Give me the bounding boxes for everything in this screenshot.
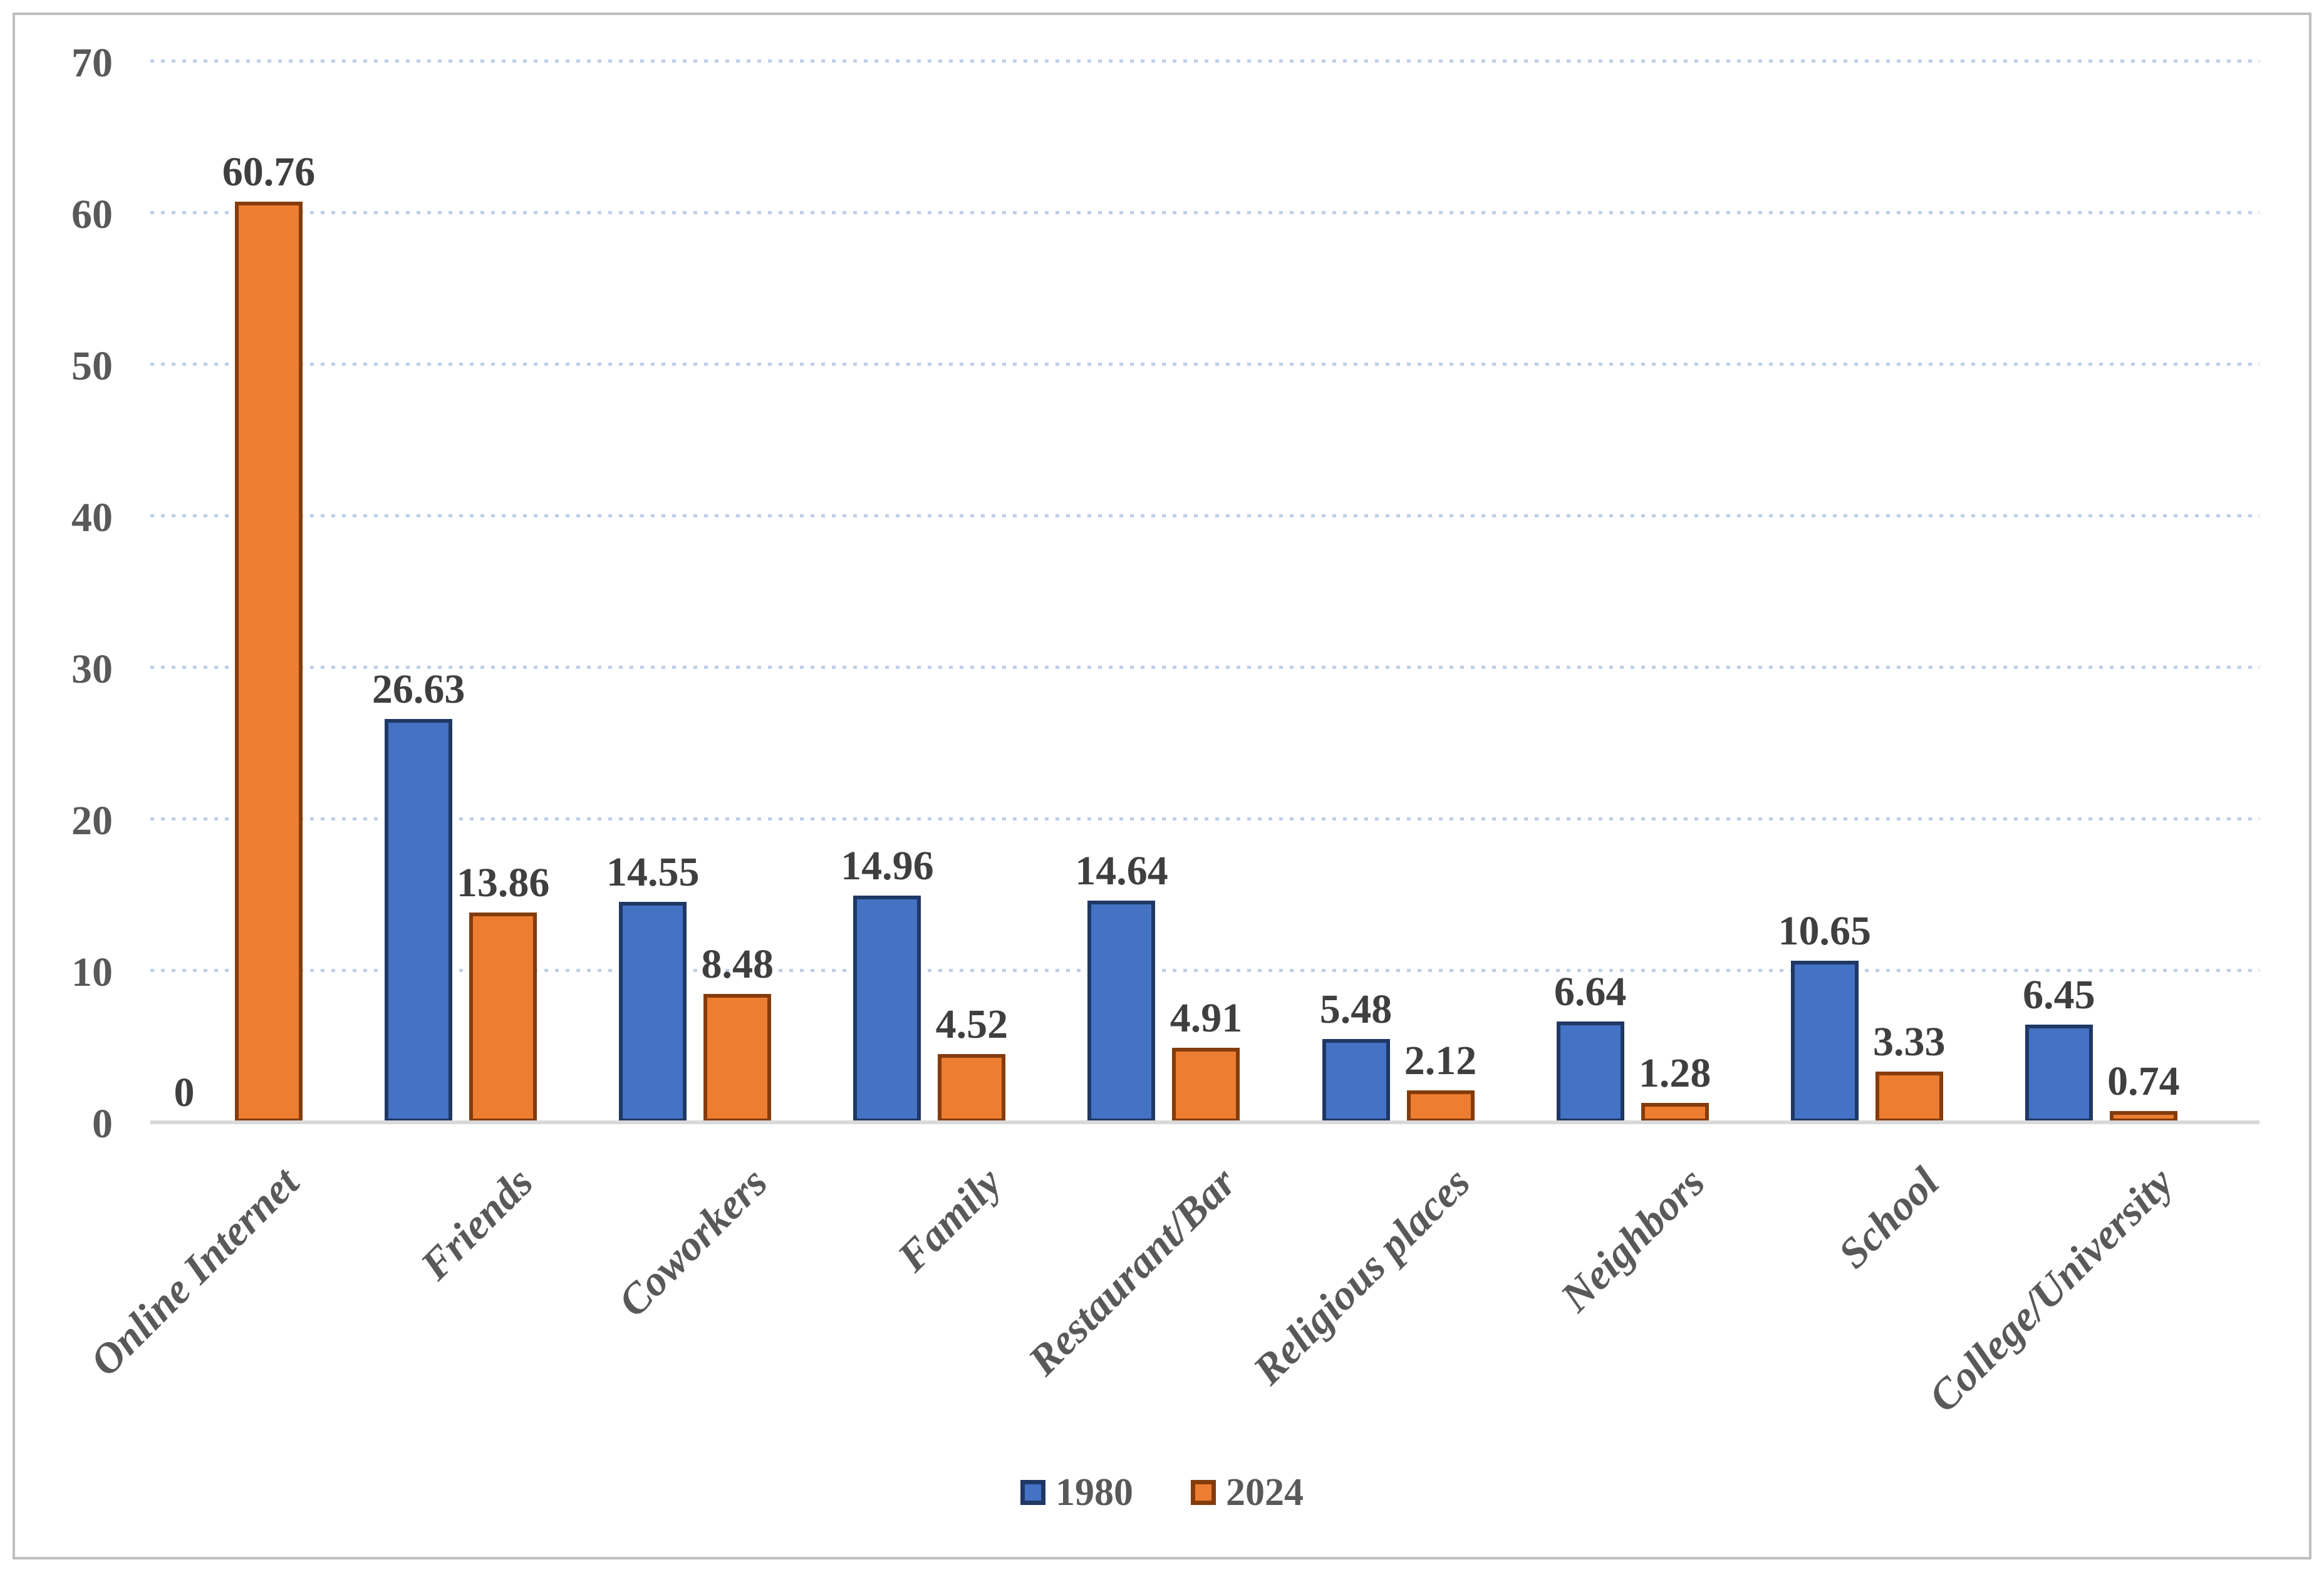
category-group-college-university: 6.45 0.74	[2023, 61, 2259, 1122]
bar-2024-friends	[469, 913, 537, 1122]
y-tick-50: 50	[71, 343, 113, 389]
y-tick-60: 60	[71, 192, 113, 237]
bar-2024-school	[1875, 1072, 1943, 1122]
bar-1980-school	[1790, 961, 1859, 1122]
bar-2024-online-internet	[235, 202, 303, 1122]
bar-1980-restaurant-bar	[1087, 901, 1156, 1122]
value-label-1980-religious-places: 5.48	[1319, 986, 1393, 1032]
category-group-family: 14.96 4.52	[841, 61, 1087, 1122]
value-label-2024-college-university: 0.74	[2107, 1058, 2180, 1104]
y-tick-40: 40	[71, 495, 113, 540]
gridline-20	[150, 817, 2259, 820]
bar-2024-restaurant-bar	[1172, 1048, 1240, 1122]
bar-1980-religious-places	[1322, 1039, 1390, 1122]
y-tick-10: 10	[71, 949, 113, 995]
value-label-1980-online-internet: 0	[174, 1070, 195, 1115]
category-group-online-internet: 0 60.76	[150, 61, 385, 1122]
gridline-60	[150, 211, 2259, 214]
bar-1980-neighbors	[1556, 1021, 1624, 1122]
gridline-30	[150, 666, 2259, 669]
gridline-10	[150, 969, 2259, 972]
category-group-neighbors: 6.64 1.28	[1554, 61, 1791, 1122]
value-label-2024-school: 3.33	[1873, 1019, 1946, 1065]
bar-1980-coworkers	[619, 902, 687, 1122]
bar-2024-neighbors	[1641, 1103, 1709, 1122]
value-label-2024-religious-places: 2.12	[1404, 1038, 1477, 1083]
value-label-1980-friends: 26.63	[371, 666, 465, 712]
bar-1980-friends	[385, 719, 453, 1122]
bar-2024-coworkers	[703, 994, 772, 1122]
plot-area: 0 60.76 26.63 13.86 14.55 8.48 14.96 4.52 14.64 4…	[150, 59, 2259, 1122]
chart-border	[13, 13, 2311, 1559]
value-label-2024-friends: 13.86	[456, 860, 550, 906]
category-group-friends: 26.63 13.86	[372, 61, 619, 1122]
value-label-2024-coworkers: 8.48	[701, 941, 774, 987]
value-label-2024-online-internet: 60.76	[222, 149, 316, 195]
gridline-50	[150, 363, 2259, 366]
category-group-coworkers: 14.55 8.48	[606, 61, 853, 1122]
y-tick-70: 70	[71, 40, 113, 86]
gridline-40	[150, 514, 2259, 517]
value-label-1980-coworkers: 14.55	[606, 849, 700, 895]
category-group-restaurant-bar: 14.64 4.91	[1075, 61, 1322, 1122]
y-tick-20: 20	[71, 798, 113, 844]
value-label-2024-family: 4.52	[935, 1001, 1009, 1047]
value-label-1980-neighbors: 6.64	[1554, 969, 1627, 1015]
legend: 1980 2024	[1020, 1473, 1304, 1512]
category-group-religious-places: 5.48 2.12	[1319, 61, 1557, 1122]
gridline-70	[150, 59, 2259, 63]
value-label-1980-school: 10.65	[1778, 908, 1872, 954]
legend-item-1980: 1980	[1020, 1473, 1133, 1512]
bar-2024-family	[938, 1054, 1006, 1122]
bar-2024-religious-places	[1406, 1090, 1475, 1122]
legend-item-2024: 2024	[1191, 1473, 1304, 1512]
legend-swatch-1980	[1020, 1480, 1045, 1505]
value-label-2024-neighbors: 1.28	[1638, 1050, 1711, 1096]
x-axis-line	[150, 1120, 2259, 1124]
value-label-2024-restaurant-bar: 4.91	[1170, 995, 1243, 1041]
legend-label-2024: 2024	[1226, 1471, 1304, 1514]
value-label-1980-restaurant-bar: 14.64	[1075, 848, 1168, 894]
legend-swatch-2024	[1191, 1480, 1216, 1505]
y-tick-0: 0	[92, 1101, 113, 1147]
category-group-school: 10.65 3.33	[1778, 61, 2025, 1122]
value-label-1980-college-university: 6.45	[2023, 972, 2095, 1018]
value-label-1980-family: 14.96	[841, 843, 934, 889]
legend-label-1980: 1980	[1056, 1471, 1133, 1514]
bar-1980-family	[853, 896, 921, 1122]
y-tick-30: 30	[71, 646, 113, 692]
bar-1980-college-university	[2025, 1025, 2093, 1122]
